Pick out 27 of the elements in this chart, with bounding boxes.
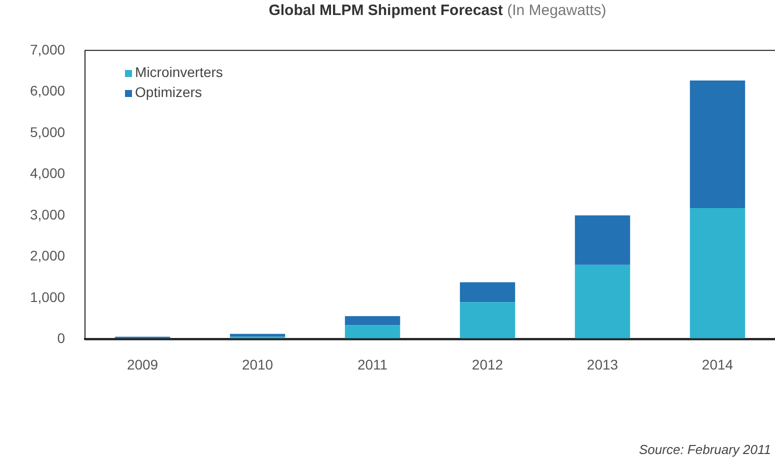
y-tick-label: 3,000 xyxy=(30,206,66,222)
y-tick-label: 5,000 xyxy=(30,124,66,140)
bar xyxy=(574,215,630,265)
bar xyxy=(460,282,516,302)
bar xyxy=(344,325,400,340)
y-tick-label: 2,000 xyxy=(30,248,66,264)
bar xyxy=(344,316,400,326)
x-tick-label: 2014 xyxy=(702,356,734,372)
bar xyxy=(574,264,630,340)
legend-label: Microinverters xyxy=(134,63,223,82)
y-tick-label: 6,000 xyxy=(30,82,66,99)
source-note: Source: February 2011 xyxy=(639,442,771,457)
legend-label: Optimizers xyxy=(134,83,203,102)
x-tick-label: 2013 xyxy=(586,356,618,372)
x-tick-label: 2012 xyxy=(472,356,504,372)
x-tick-label: 2009 xyxy=(126,356,158,372)
bar xyxy=(690,208,746,340)
y-tick-label: 7,000 xyxy=(30,41,66,58)
y-tick-label: 1,000 xyxy=(30,288,66,305)
bar xyxy=(460,302,516,340)
x-tick-label: 2011 xyxy=(357,356,388,372)
chart-subtitle: (In Megawatts) xyxy=(506,2,606,19)
y-tick-label: 4,000 xyxy=(30,165,66,182)
x-tick-label: 2010 xyxy=(242,356,274,372)
bar xyxy=(690,80,746,208)
chart-title: Global MLPM Shipment Forecast xyxy=(268,2,503,19)
y-tick-label: 0 xyxy=(57,330,66,346)
